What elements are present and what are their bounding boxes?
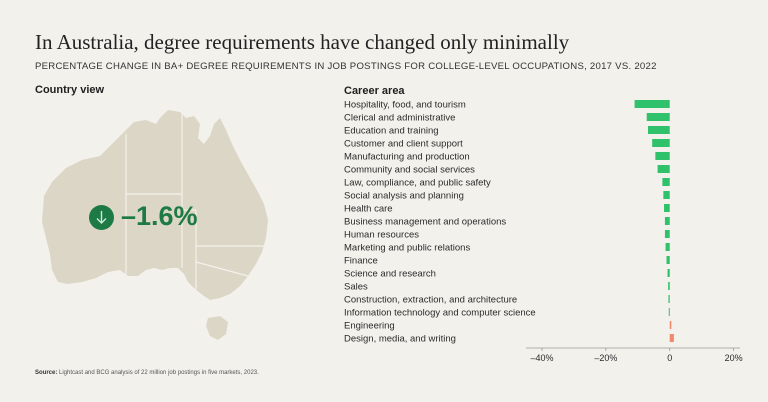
category-label: Education and training bbox=[344, 126, 439, 137]
category-label: Health care bbox=[344, 204, 393, 215]
category-label: Business management and operations bbox=[344, 217, 506, 228]
bar bbox=[634, 100, 670, 108]
category-label: Human resources bbox=[344, 230, 419, 241]
category-label: Customer and client support bbox=[344, 139, 463, 150]
bar bbox=[668, 282, 670, 290]
country-change-value: –1.6% bbox=[121, 201, 198, 231]
category-label: Clerical and administrative bbox=[344, 113, 455, 124]
category-label: Marketing and public relations bbox=[344, 243, 470, 254]
chart-subtitle: PERCENTAGE CHANGE IN BA+ DEGREE REQUIREM… bbox=[35, 61, 657, 72]
category-label: Sales bbox=[344, 282, 368, 293]
category-label: Engineering bbox=[344, 321, 395, 332]
bar bbox=[664, 217, 670, 225]
country-view-heading: Country view bbox=[35, 84, 105, 96]
bar bbox=[665, 243, 670, 251]
career-area-heading: Career area bbox=[344, 85, 405, 97]
arrow-down-badge bbox=[89, 205, 114, 230]
category-label: Community and social services bbox=[344, 165, 475, 176]
category-label: Construction, extraction, and architectu… bbox=[344, 295, 517, 306]
bar bbox=[669, 321, 672, 329]
bar bbox=[648, 126, 670, 134]
bar bbox=[668, 295, 670, 303]
bar bbox=[657, 165, 670, 173]
source-text: Lightcast and BCG analysis of 22 million… bbox=[57, 370, 259, 376]
tasmania bbox=[206, 316, 228, 340]
category-label: Finance bbox=[344, 256, 378, 267]
x-tick-label: 0 bbox=[667, 353, 672, 363]
x-tick-label: 20% bbox=[725, 353, 743, 363]
bar bbox=[646, 113, 670, 121]
category-label: Law, compliance, and public safety bbox=[344, 178, 491, 189]
bar bbox=[663, 204, 670, 212]
australia-mainland bbox=[42, 110, 268, 300]
bar bbox=[669, 334, 674, 342]
category-label: Information technology and computer scie… bbox=[344, 308, 536, 319]
x-tick-label: –20% bbox=[594, 353, 617, 363]
bar bbox=[668, 308, 670, 316]
arrow-down-icon bbox=[96, 211, 107, 224]
bar bbox=[666, 256, 670, 264]
chart-title: In Australia, degree requirements have c… bbox=[35, 30, 570, 54]
source-label: Source: bbox=[35, 370, 58, 376]
bar bbox=[667, 269, 670, 277]
bar bbox=[655, 152, 670, 160]
bar bbox=[664, 230, 670, 238]
category-label: Hospitality, food, and tourism bbox=[344, 100, 466, 111]
source-note: Source: Lightcast and BCG analysis of 22… bbox=[35, 370, 259, 376]
bar bbox=[652, 139, 670, 147]
bar bbox=[662, 178, 670, 186]
border-nsw-vic bbox=[195, 261, 249, 277]
bar bbox=[663, 191, 670, 199]
category-label: Social analysis and planning bbox=[344, 191, 464, 202]
category-label: Design, media, and writing bbox=[344, 334, 456, 345]
category-label: Science and research bbox=[344, 269, 436, 280]
category-label: Manufacturing and production bbox=[344, 152, 470, 163]
state-borders bbox=[125, 114, 268, 290]
x-tick-label: –40% bbox=[530, 353, 553, 363]
